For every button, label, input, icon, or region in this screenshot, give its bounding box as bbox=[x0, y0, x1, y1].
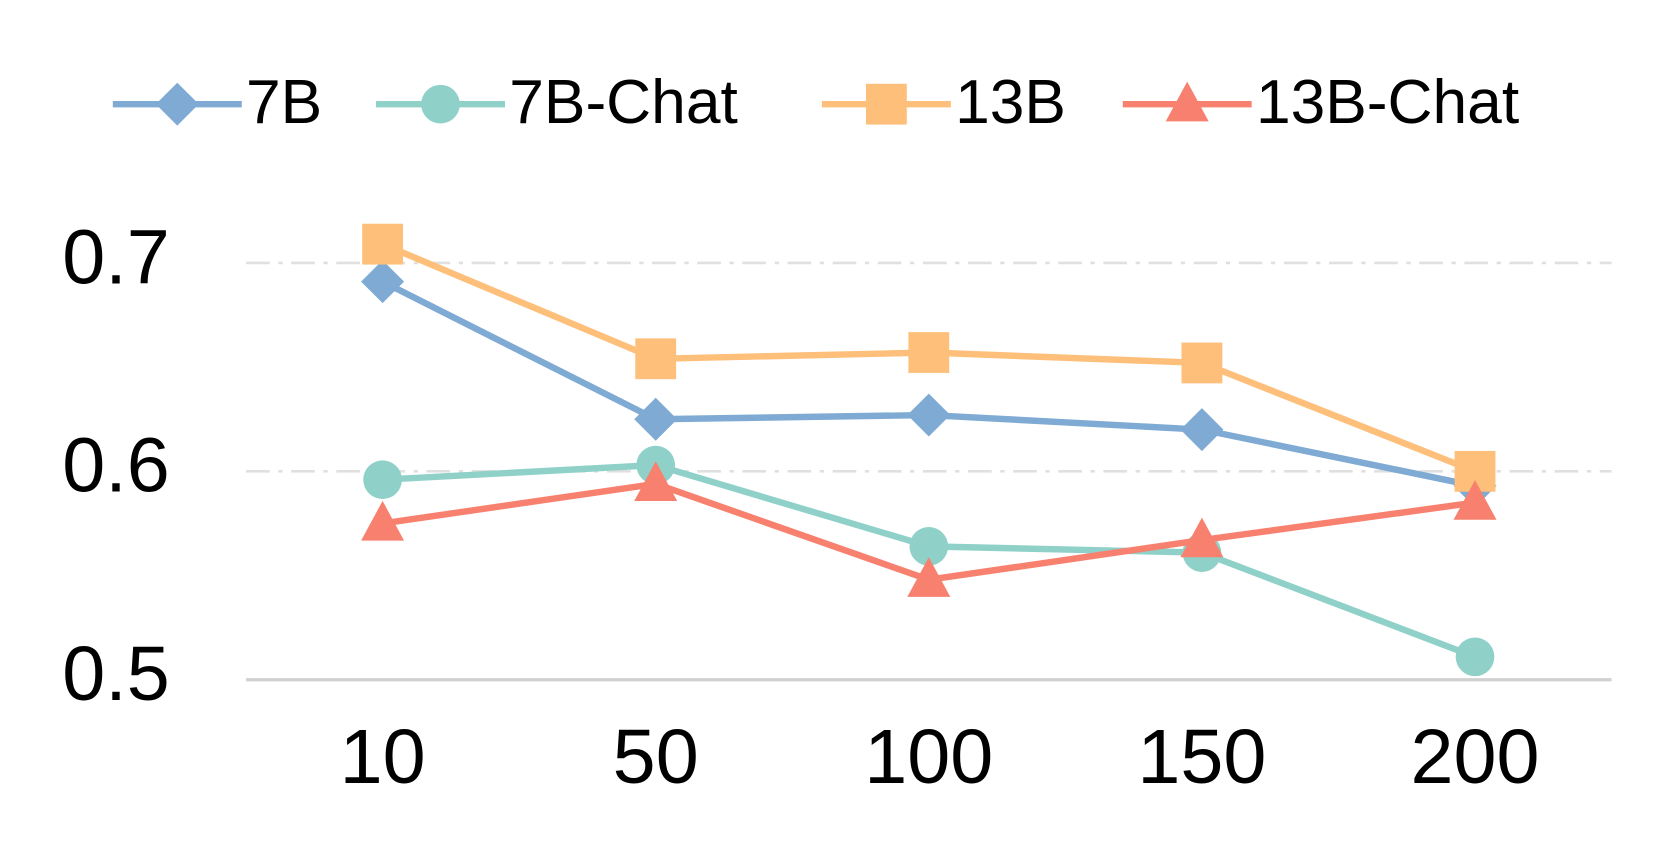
y-tick-label: 0.7 bbox=[62, 214, 170, 300]
y-tick-label: 0.5 bbox=[62, 631, 170, 717]
marker bbox=[1455, 637, 1495, 677]
marker bbox=[363, 460, 402, 500]
y-tick-label: 0.6 bbox=[62, 423, 170, 509]
marker bbox=[421, 84, 460, 124]
x-tick-label: 50 bbox=[613, 714, 699, 800]
legend-label: 13B-Chat bbox=[1256, 68, 1519, 137]
x-tick-label: 10 bbox=[340, 714, 426, 800]
marker bbox=[1453, 480, 1497, 520]
marker bbox=[908, 332, 950, 373]
x-tick-label: 200 bbox=[1410, 714, 1539, 800]
legend-label: 13B bbox=[955, 68, 1066, 137]
marker bbox=[1180, 408, 1224, 452]
marker bbox=[907, 393, 951, 437]
legend-label: 7B-Chat bbox=[509, 68, 738, 137]
marker bbox=[1180, 517, 1224, 558]
legend-label: 7B bbox=[246, 68, 322, 137]
marker bbox=[635, 338, 677, 380]
x-tick-label: 100 bbox=[864, 714, 993, 800]
marker bbox=[907, 557, 951, 597]
marker bbox=[361, 500, 405, 541]
marker bbox=[1181, 342, 1223, 384]
marker bbox=[1165, 81, 1209, 122]
marker bbox=[634, 397, 678, 441]
marker bbox=[362, 223, 404, 265]
marker bbox=[361, 260, 405, 304]
marker bbox=[909, 527, 949, 566]
marker bbox=[634, 461, 678, 502]
x-tick-label: 150 bbox=[1137, 714, 1266, 800]
marker bbox=[155, 82, 199, 126]
marker bbox=[865, 83, 907, 125]
